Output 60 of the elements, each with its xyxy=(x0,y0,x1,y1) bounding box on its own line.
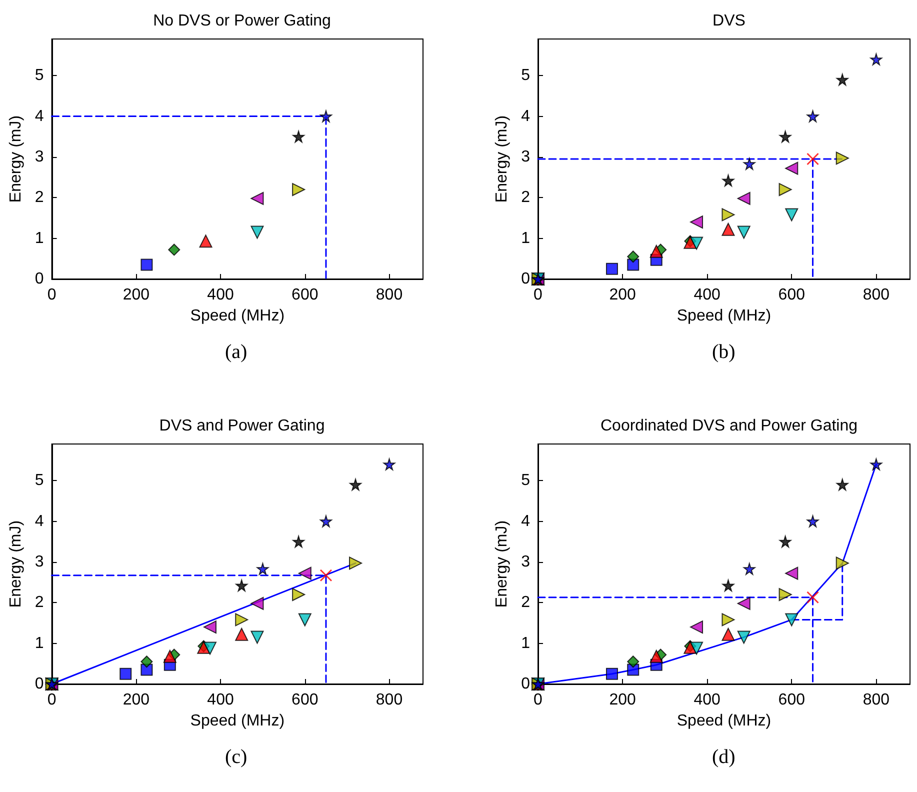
x-tick-label: 200 xyxy=(609,692,636,708)
y-tick-label: 1 xyxy=(34,230,44,247)
x-axis-title: Speed (MHz) xyxy=(190,307,285,324)
y-tick-label: 5 xyxy=(521,67,530,84)
chart-title: No DVS or Power Gating xyxy=(153,12,331,30)
y-tick-label: 4 xyxy=(34,512,44,530)
x-tick-label: 600 xyxy=(292,692,318,708)
x-tick-label: 200 xyxy=(122,286,150,304)
y-tick-label: 2 xyxy=(521,594,530,612)
y-tick-label: 3 xyxy=(34,553,44,570)
y-tick-label: 5 xyxy=(521,472,530,490)
y-tick-label: 0 xyxy=(34,270,44,288)
y-axis-title: Energy (mJ) xyxy=(494,520,511,608)
y-tick-label: 5 xyxy=(34,472,44,490)
x-tick-label: 600 xyxy=(778,286,806,304)
x-tick-label: 800 xyxy=(862,692,890,708)
y-tick-label: 1 xyxy=(521,634,530,652)
x-tick-label: 400 xyxy=(207,692,234,708)
x-tick-label: 800 xyxy=(376,692,403,708)
y-axis-title: Energy (mJ) xyxy=(8,115,24,203)
text: (b) xyxy=(712,341,736,363)
y-tick-label: 0 xyxy=(521,676,530,692)
y-tick-label: 1 xyxy=(521,230,530,247)
y-tick-label: 4 xyxy=(34,108,44,125)
y-tick-label: 0 xyxy=(34,676,44,692)
x-axis-title: Speed (MHz) xyxy=(676,712,772,730)
x-tick-label: 400 xyxy=(694,692,721,708)
y-axis-title: Energy (mJ) xyxy=(494,115,511,203)
y-tick-label: 3 xyxy=(34,148,44,166)
y-tick-label: 2 xyxy=(34,189,44,206)
y-tick-label: 5 xyxy=(34,67,44,84)
y-tick-label: 1 xyxy=(34,634,44,652)
y-axis-title: Energy (mJ) xyxy=(8,520,24,608)
y-tick-label: 3 xyxy=(521,148,530,166)
x-tick-label: 0 xyxy=(534,692,543,708)
x-tick-label: 0 xyxy=(534,286,543,304)
x-tick-label: 400 xyxy=(207,286,234,304)
text: (d) xyxy=(712,746,736,768)
x-tick-label: 200 xyxy=(122,692,150,708)
chart-title: Coordinated DVS and Power Gating xyxy=(600,418,858,434)
x-axis-title: Speed (MHz) xyxy=(676,307,772,324)
x-tick-label: 400 xyxy=(694,286,721,304)
chart-title: DVS xyxy=(712,12,746,30)
y-tick-label: 2 xyxy=(521,189,530,206)
x-tick-label: 200 xyxy=(609,286,636,304)
x-axis-title: Speed (MHz) xyxy=(190,712,285,730)
x-tick-label: 0 xyxy=(47,692,56,708)
y-tick-label: 3 xyxy=(521,553,530,570)
y-tick-label: 4 xyxy=(521,512,530,530)
y-tick-label: 4 xyxy=(521,108,530,125)
text: (a) xyxy=(225,341,248,363)
x-tick-label: 600 xyxy=(778,692,806,708)
y-tick-label: 0 xyxy=(521,270,530,288)
y-tick-label: 2 xyxy=(34,594,44,612)
text: (c) xyxy=(225,746,248,768)
chart-title: DVS and Power Gating xyxy=(159,418,325,434)
x-tick-label: 800 xyxy=(376,286,403,304)
x-tick-label: 0 xyxy=(47,286,56,304)
x-tick-label: 800 xyxy=(862,286,890,304)
x-tick-label: 600 xyxy=(292,286,318,304)
